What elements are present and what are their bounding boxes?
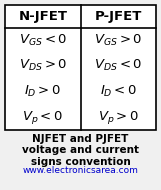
Text: $V_{DS}{<}0$: $V_{DS}{<}0$	[94, 58, 142, 74]
Text: P-JFET: P-JFET	[95, 10, 142, 23]
Text: $V_p{>}0$: $V_p{>}0$	[98, 109, 139, 126]
Text: $I_D{<}0$: $I_D{<}0$	[100, 84, 137, 99]
Text: voltage and current: voltage and current	[22, 145, 139, 155]
Text: $V_{GS}{<}0$: $V_{GS}{<}0$	[19, 33, 67, 48]
Text: N-JFET: N-JFET	[18, 10, 67, 23]
Text: www.electronicsarea.com: www.electronicsarea.com	[23, 166, 138, 175]
Text: $V_{DS}{>}0$: $V_{DS}{>}0$	[19, 58, 67, 74]
Text: $V_{GS}{>}0$: $V_{GS}{>}0$	[94, 33, 142, 48]
Text: NJFET and PJFET: NJFET and PJFET	[32, 134, 129, 144]
Text: $V_p{<}0$: $V_p{<}0$	[22, 109, 63, 126]
Text: signs convention: signs convention	[31, 157, 130, 167]
Bar	[5, 5, 156, 130]
Text: $I_D{>}0$: $I_D{>}0$	[24, 84, 61, 99]
